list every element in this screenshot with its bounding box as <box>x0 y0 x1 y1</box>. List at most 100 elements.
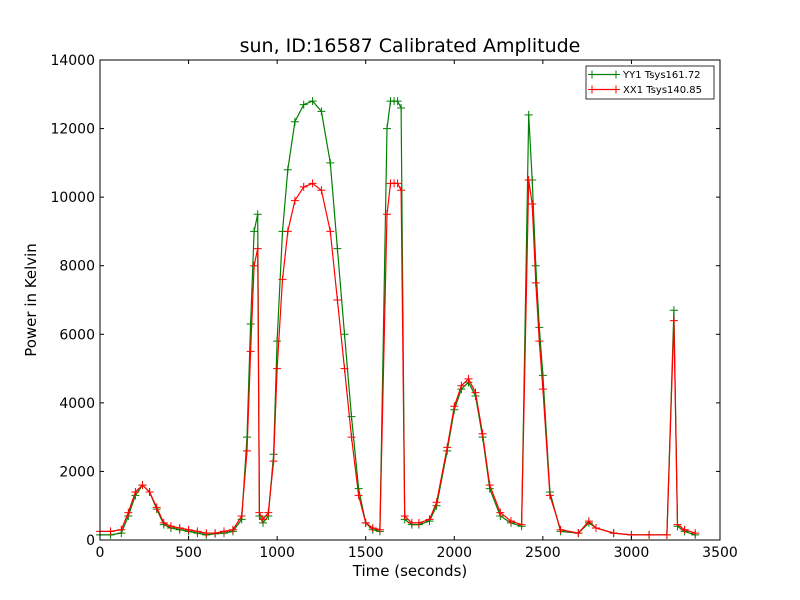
data-point-yy1 <box>669 306 678 315</box>
data-point-xx1 <box>117 525 126 534</box>
data-point-xx1 <box>584 517 593 526</box>
x-tick-label: 1500 <box>348 545 384 561</box>
data-point-xx1 <box>524 176 533 184</box>
data-point-yy1 <box>340 330 349 339</box>
data-point-xx1 <box>283 227 292 236</box>
data-point-xx1 <box>673 520 682 529</box>
data-point-xx1 <box>253 244 262 253</box>
data-point-xx1 <box>531 278 540 287</box>
data-point-xx1 <box>273 364 282 373</box>
data-point-xx1 <box>485 481 494 490</box>
x-tick-label: 2000 <box>436 545 472 561</box>
data-point-xx1 <box>393 179 402 188</box>
legend-marker-yy1 <box>588 70 620 79</box>
data-point-xx1 <box>184 525 193 534</box>
legend-entry-yy1: YY1 Tsys161.72 <box>588 70 701 81</box>
y-tick-label: 10000 <box>50 190 95 206</box>
data-point-xx1 <box>278 275 287 284</box>
data-point-xx1 <box>290 196 299 205</box>
data-point-xx1 <box>425 515 434 524</box>
data-point-yy1 <box>524 110 533 119</box>
data-point-xx1 <box>308 179 317 188</box>
plot-area <box>96 59 721 541</box>
legend-marker-xx1 <box>588 85 620 94</box>
data-point-xx1 <box>556 525 565 534</box>
data-point-xx1 <box>264 508 273 517</box>
data-point-yy1 <box>326 158 335 167</box>
data-point-xx1 <box>255 508 264 517</box>
data-point-yy1 <box>317 107 326 116</box>
y-tick-label: 2000 <box>59 464 95 480</box>
series-xx1 <box>96 176 700 539</box>
plot-frame <box>99 59 721 541</box>
data-point-xx1 <box>574 529 583 538</box>
data-point-xx1 <box>340 364 349 373</box>
data-point-xx1 <box>645 530 654 539</box>
data-point-yy1 <box>397 104 406 112</box>
data-point-xx1 <box>152 503 161 512</box>
legend-label-xx1: XX1 Tsys140.85 <box>623 85 702 96</box>
data-point-xx1 <box>326 227 335 236</box>
y-axis-label: Power in Kelvin <box>22 243 40 357</box>
y-tick-label: 4000 <box>59 396 95 412</box>
plot-background <box>100 60 720 540</box>
data-point-xx1 <box>432 498 441 507</box>
data-point-xx1 <box>669 316 678 325</box>
data-point-xx1 <box>496 508 505 517</box>
data-point-yy1 <box>250 227 259 236</box>
legend-frame <box>585 65 715 100</box>
legend-label-yy1: YY1 Tsys161.72 <box>622 70 701 81</box>
data-point-yy1 <box>531 261 540 270</box>
x-axis: 0 500 1000 1500 2000 2500 3000 3500 <box>96 60 738 561</box>
x-tick-label: 500 <box>175 545 202 561</box>
data-point-xx1 <box>662 530 671 539</box>
data-point-xx1 <box>259 515 267 524</box>
data-point-xx1 <box>407 518 416 527</box>
chart-title: sun, ID:16587 Calibrated Amplitude <box>240 35 581 57</box>
data-point-yy1 <box>246 320 255 328</box>
series-layer <box>96 97 700 539</box>
data-point-yy1 <box>538 371 547 380</box>
x-tick-label: 3500 <box>702 545 738 561</box>
data-point-yy1 <box>290 117 299 126</box>
data-point-xx1 <box>228 525 237 534</box>
data-point-xx1 <box>106 527 115 536</box>
data-point-xx1 <box>538 385 547 394</box>
data-point-xx1 <box>471 388 480 397</box>
data-point-xx1 <box>535 337 544 346</box>
x-tick-label: 0 <box>96 545 105 561</box>
data-point-xx1 <box>691 529 700 538</box>
data-point-xx1 <box>211 529 220 538</box>
data-point-xx1 <box>397 186 406 195</box>
data-point-xx1 <box>507 517 515 526</box>
data-point-xx1 <box>545 491 554 500</box>
data-point-xx1 <box>237 512 246 520</box>
data-point-xx1 <box>202 529 211 538</box>
data-point-xx1 <box>299 182 308 191</box>
data-point-xx1 <box>175 524 184 532</box>
data-point-xx1 <box>368 524 377 532</box>
x-tick-label: 3000 <box>614 545 650 561</box>
data-point-yy1 <box>283 165 292 174</box>
data-point-xx1 <box>347 433 356 442</box>
data-point-xx1 <box>354 491 363 500</box>
data-point-xx1 <box>166 522 175 531</box>
legend: YY1 Tsys161.72 XX1 Tsys140.85 <box>585 65 715 100</box>
data-point-xx1 <box>269 457 278 466</box>
data-point-xx1 <box>457 381 466 390</box>
y-tick-label: 8000 <box>59 259 95 275</box>
data-point-xx1 <box>443 443 452 452</box>
data-point-xx1 <box>333 296 342 304</box>
data-point-yy1 <box>253 210 262 219</box>
data-point-xx1 <box>464 374 473 383</box>
data-point-xx1 <box>375 525 384 534</box>
data-point-yy1 <box>393 97 402 106</box>
data-point-xx1 <box>680 525 689 534</box>
data-point-xx1 <box>246 347 255 356</box>
data-point-xx1 <box>220 527 228 536</box>
data-point-xx1 <box>131 488 140 496</box>
y-tick-label: 14000 <box>50 53 95 69</box>
data-point-xx1 <box>361 518 370 527</box>
data-point-xx1 <box>517 520 526 529</box>
data-point-xx1 <box>250 261 259 270</box>
